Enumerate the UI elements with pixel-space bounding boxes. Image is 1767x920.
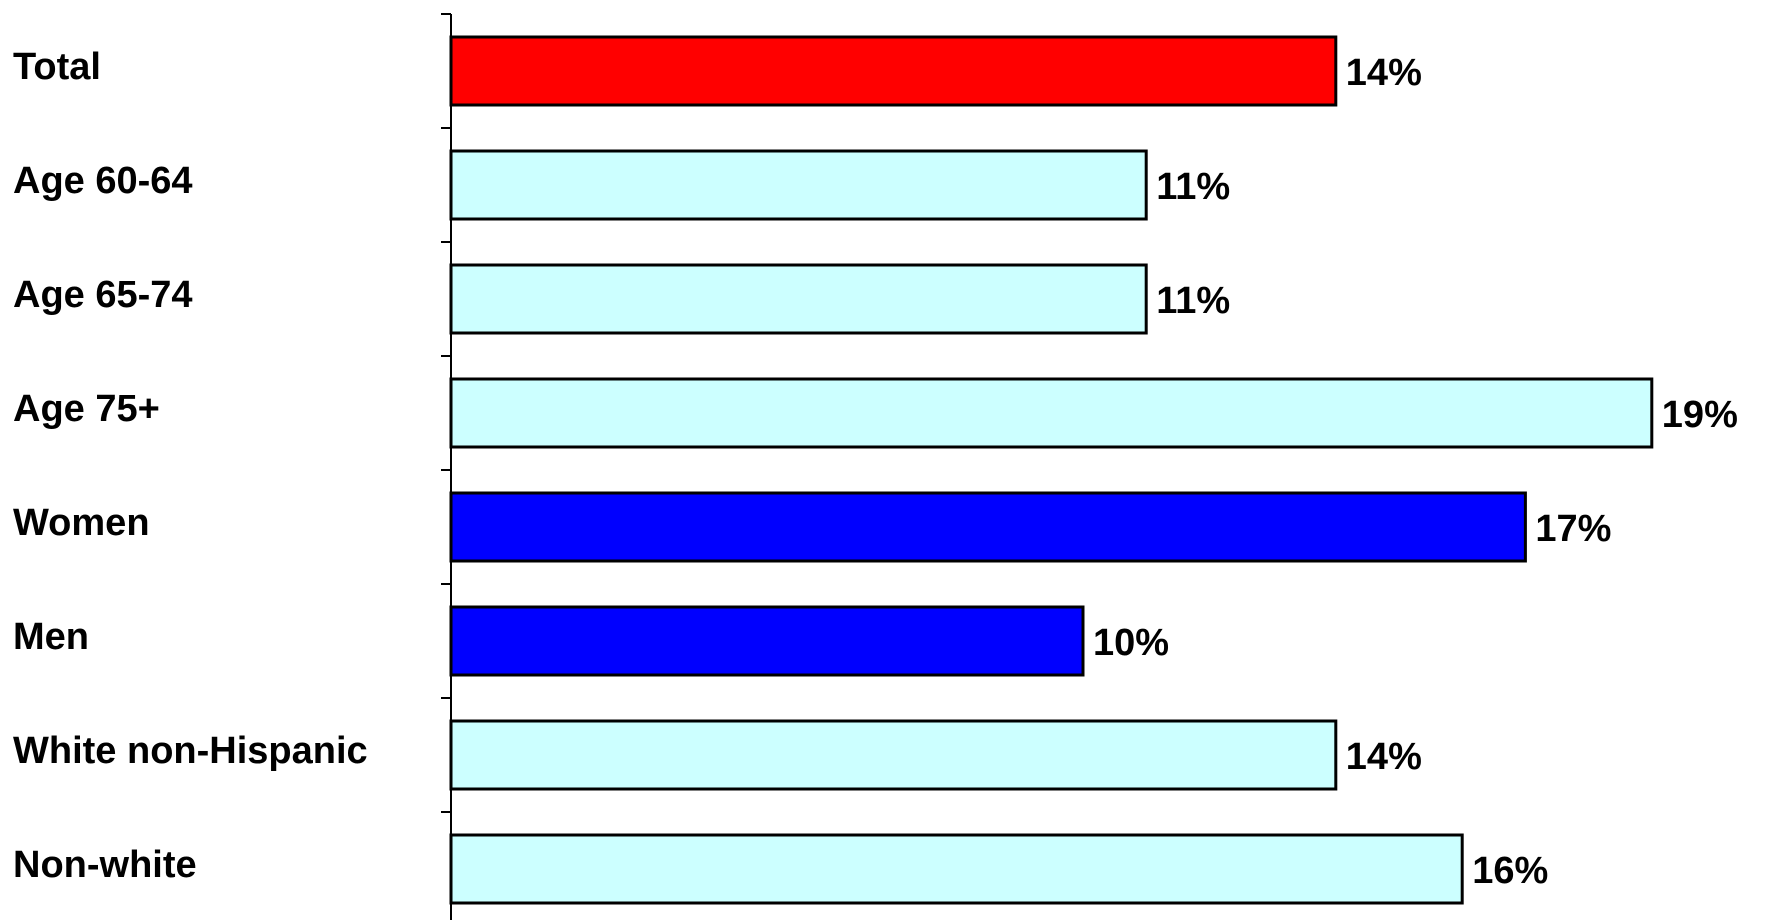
bar-age-75 xyxy=(449,377,1654,449)
value-label-age-60-64: 11% xyxy=(1156,166,1230,208)
bar-white-non-hispanic xyxy=(449,719,1338,791)
value-label-age-75: 19% xyxy=(1662,394,1738,436)
value-label-age-65-74: 11% xyxy=(1156,280,1230,322)
category-label-non-white: Non-white xyxy=(13,844,197,886)
category-label-age-60-64: Age 60-64 xyxy=(13,160,193,202)
bar-women xyxy=(449,491,1527,563)
bar-age-60-64 xyxy=(449,149,1148,221)
value-label-women: 17% xyxy=(1535,508,1611,550)
bar-total xyxy=(449,35,1338,107)
category-label-white-non-hispanic: White non-Hispanic xyxy=(13,730,368,772)
category-label-women: Women xyxy=(13,502,150,544)
bar-age-65-74 xyxy=(449,263,1148,335)
category-label-men: Men xyxy=(13,616,89,658)
bars-layer xyxy=(449,35,1654,905)
value-label-non-white: 16% xyxy=(1472,850,1548,892)
labels-layer: Total 14% Age 60-64 11% Age 65-74 11% Age 75+ 1… xyxy=(13,46,1738,892)
value-label-men: 10% xyxy=(1093,622,1169,664)
value-label-total: 14% xyxy=(1346,52,1422,94)
category-label-age-65-74: Age 65-74 xyxy=(13,274,193,316)
bar-men xyxy=(449,605,1085,677)
category-label-total: Total xyxy=(13,46,101,88)
category-label-age-75: Age 75+ xyxy=(13,388,160,430)
bar-non-white xyxy=(449,833,1464,905)
value-label-white-non-hispanic: 14% xyxy=(1346,736,1422,778)
